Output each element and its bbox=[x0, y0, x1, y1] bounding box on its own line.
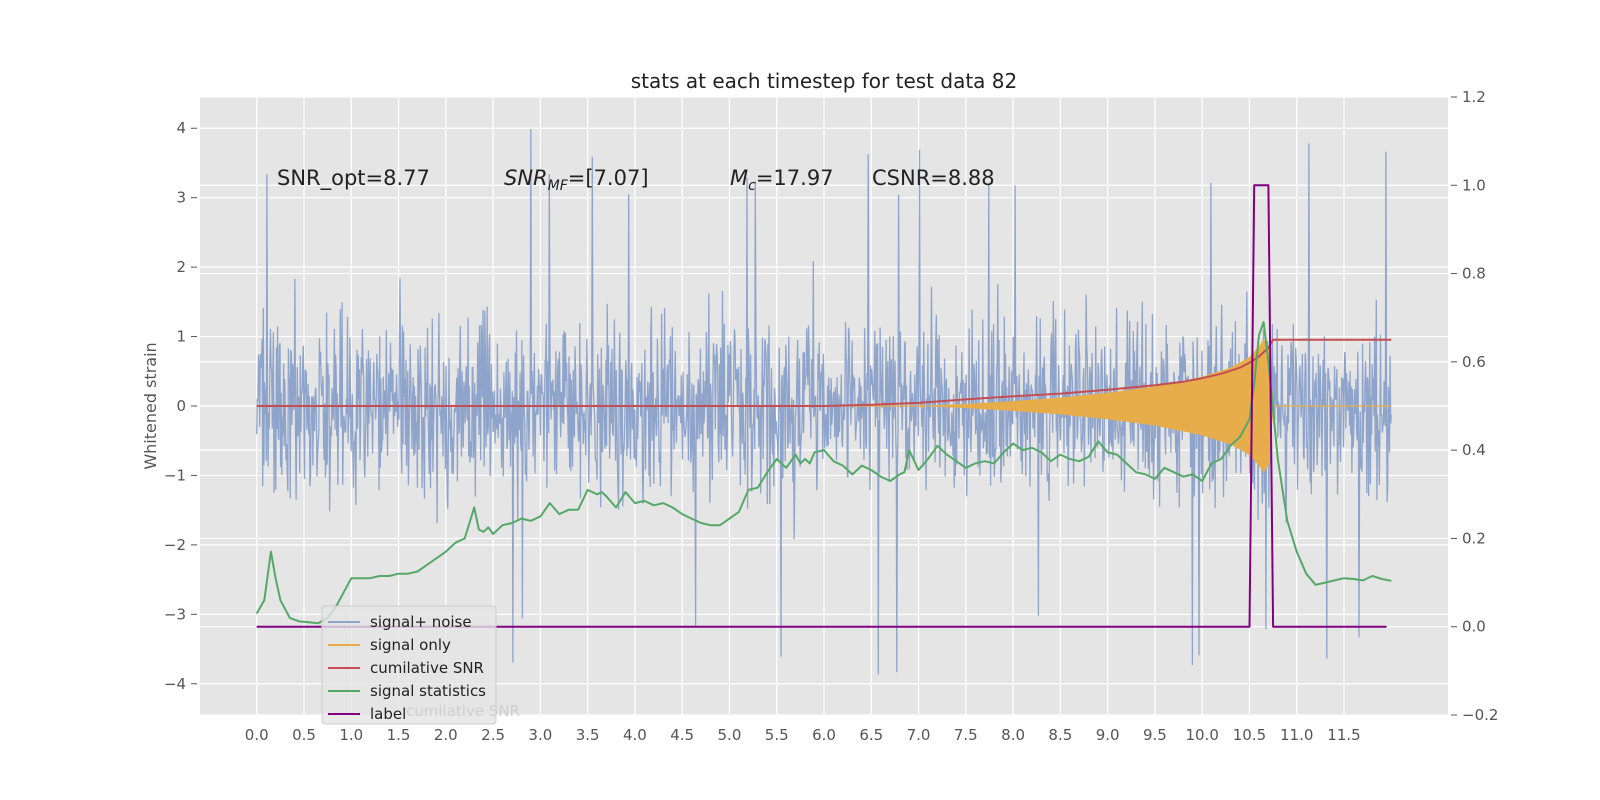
y2-tick-label: 0.0 bbox=[1462, 618, 1486, 636]
y2-tick-label: −0.2 bbox=[1462, 706, 1498, 724]
y-tick-label: 4 bbox=[176, 119, 186, 137]
y-tick-label: −4 bbox=[164, 675, 186, 693]
x-tick-label: 10.0 bbox=[1185, 726, 1218, 744]
x-tick-label: 6.5 bbox=[859, 726, 883, 744]
legend-label: signal only bbox=[370, 636, 451, 654]
y2-tick-label: 1.0 bbox=[1462, 176, 1486, 194]
y-tick-label: 3 bbox=[176, 189, 186, 207]
legend-label: signal+ noise bbox=[370, 613, 472, 631]
plot-area bbox=[255, 128, 1392, 675]
annotation-csnr: CSNR=8.88 bbox=[872, 166, 995, 190]
x-tick-label: 1.5 bbox=[387, 726, 411, 744]
x-tick-label: 3.5 bbox=[576, 726, 600, 744]
x-tick-label: 8.0 bbox=[1001, 726, 1025, 744]
series-label bbox=[256, 184, 1387, 628]
annotation-snr-opt: SNR_opt=8.77 bbox=[277, 166, 430, 191]
y2-tick-label: 0.4 bbox=[1462, 441, 1486, 459]
x-tick-label: 5.0 bbox=[718, 726, 742, 744]
series-signal-only bbox=[256, 340, 1392, 472]
series-signal-statistics bbox=[255, 321, 1392, 625]
y-tick-label: −3 bbox=[164, 605, 186, 623]
x-tick-label: 9.5 bbox=[1143, 726, 1167, 744]
signal-only-line bbox=[256, 340, 1392, 472]
annotation-mc-value: =17.97 bbox=[756, 166, 834, 190]
annotation-snr-mf-sub: MF bbox=[548, 178, 569, 194]
x-tick-label: 1.0 bbox=[339, 726, 363, 744]
y-axis-label: Whitened strain bbox=[141, 342, 160, 469]
x-tick-label: 11.5 bbox=[1327, 726, 1360, 744]
y-tick-label: 0 bbox=[176, 397, 186, 415]
x-tick-label: 4.0 bbox=[623, 726, 647, 744]
x-tick-label: 2.0 bbox=[434, 726, 458, 744]
legend-label: cumilative SNR bbox=[370, 659, 484, 677]
x-tick-label: 8.5 bbox=[1048, 726, 1072, 744]
x-tick-label: 2.5 bbox=[481, 726, 505, 744]
series-cumilative-snr bbox=[256, 338, 1392, 407]
annotation-mc-sub: c bbox=[748, 178, 756, 194]
cumilative-snr-line bbox=[256, 338, 1392, 407]
y-tick-label: −1 bbox=[164, 466, 186, 484]
label-line bbox=[256, 184, 1387, 628]
y-tick-label: 2 bbox=[176, 258, 186, 276]
x-tick-label: 0.5 bbox=[292, 726, 316, 744]
x-tick-label: 9.0 bbox=[1096, 726, 1120, 744]
x-tick-label: 11.0 bbox=[1280, 726, 1313, 744]
legend-entries: signal+ noise signal only cumilative SNR si… bbox=[328, 613, 486, 723]
legend: cumilative SNR signal+ noise signal only c… bbox=[321, 605, 520, 725]
x-tick-label: 4.5 bbox=[670, 726, 694, 744]
chart-title: stats at each timestep for test data 82 bbox=[631, 69, 1017, 93]
y2-tick-label: 0.2 bbox=[1462, 529, 1486, 547]
y2-tick-label: 0.6 bbox=[1462, 353, 1486, 371]
x-axis: 0.0 0.5 1.0 1.5 2.0 2.5 3.0 3.5 4.0 4.5 5.0 5.5 6.0 6… bbox=[245, 726, 1361, 744]
x-tick-label: 7.5 bbox=[954, 726, 978, 744]
x-tick-label: 5.5 bbox=[765, 726, 789, 744]
x-tick-label: 10.5 bbox=[1233, 726, 1266, 744]
annotation-snr-mf-value: =[7.07] bbox=[568, 166, 649, 190]
x-tick-label: 6.0 bbox=[812, 726, 836, 744]
y-axis-right: 1.2 1.0 0.8 0.6 0.4 0.2 0.0 −0.2 bbox=[1451, 88, 1498, 724]
y2-tick-label: 0.8 bbox=[1462, 265, 1486, 283]
signal-statistics-line bbox=[255, 321, 1392, 625]
legend-ghost-text: cumilative SNR bbox=[406, 702, 520, 720]
legend-box bbox=[321, 605, 497, 725]
legend-label: signal statistics bbox=[370, 682, 486, 700]
y-axis-left: 4 3 2 1 0 −1 −2 −3 −4 bbox=[164, 119, 197, 693]
y-tick-label: 1 bbox=[176, 328, 186, 346]
y2-tick-label: 1.2 bbox=[1462, 88, 1486, 106]
annotation-snr-mf-main: SNR bbox=[504, 166, 548, 190]
annotation-mc-main: M bbox=[730, 166, 748, 190]
legend-label: label bbox=[370, 705, 406, 723]
annotation-mc: Mc=17.97 bbox=[730, 166, 834, 194]
x-tick-label: 3.0 bbox=[528, 726, 552, 744]
x-tick-label: 0.0 bbox=[245, 726, 269, 744]
annotation-snr-mf: SNRMF=[7.07] bbox=[504, 166, 649, 194]
y-tick-label: −2 bbox=[164, 536, 186, 554]
x-tick-label: 7.0 bbox=[907, 726, 931, 744]
